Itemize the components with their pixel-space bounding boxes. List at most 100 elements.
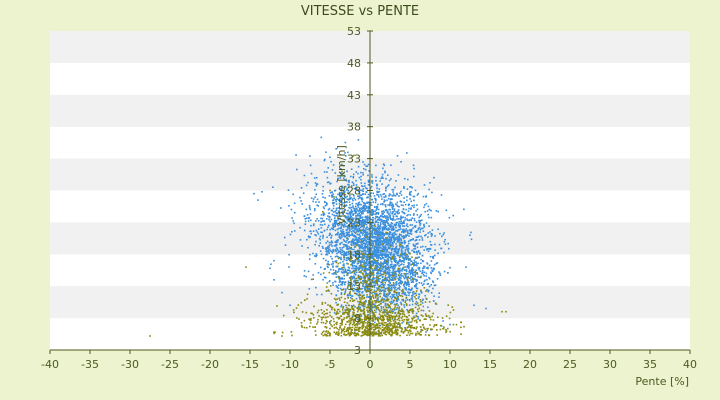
data-point: [424, 313, 427, 315]
data-point: [401, 245, 403, 248]
data-point: [406, 278, 409, 281]
data-point: [403, 276, 405, 279]
data-point: [403, 240, 406, 243]
data-point: [392, 284, 395, 287]
data-point: [365, 260, 368, 263]
data-point: [389, 241, 392, 243]
data-point: [400, 215, 402, 218]
data-point: [354, 225, 357, 228]
data-point: [361, 296, 363, 299]
data-point: [341, 277, 343, 279]
data-point: [338, 277, 340, 279]
data-point: [350, 279, 352, 281]
data-point: [363, 259, 365, 262]
data-point: [314, 263, 317, 265]
data-point: [385, 325, 387, 328]
data-point: [353, 253, 355, 256]
data-point: [372, 276, 375, 278]
data-point: [395, 211, 397, 213]
data-point: [319, 223, 322, 226]
data-point: [353, 221, 355, 223]
data-point: [410, 219, 413, 222]
data-point: [409, 326, 411, 328]
data-point: [320, 217, 322, 220]
data-point: [361, 217, 364, 219]
data-point: [354, 245, 357, 248]
data-point: [386, 218, 388, 221]
data-point: [395, 284, 397, 286]
data-point: [366, 269, 369, 271]
data-point: [396, 296, 399, 299]
data-point: [415, 256, 417, 259]
data-point: [359, 220, 362, 223]
data-point: [404, 327, 407, 329]
data-point: [364, 301, 366, 303]
data-point: [372, 271, 375, 274]
data-point: [315, 184, 318, 187]
data-point: [403, 220, 405, 222]
data-point: [325, 312, 327, 315]
data-point: [343, 263, 345, 265]
data-point: [354, 269, 357, 272]
data-point: [412, 273, 414, 276]
data-point: [378, 256, 380, 258]
data-point: [359, 209, 362, 212]
data-point: [398, 278, 401, 281]
data-point: [443, 251, 445, 254]
data-point: [352, 313, 354, 316]
data-point: [389, 263, 392, 266]
data-point: [334, 172, 337, 174]
data-point: [399, 200, 402, 203]
data-point: [405, 304, 408, 307]
data-point: [427, 232, 429, 234]
data-point: [303, 229, 306, 232]
data-point: [360, 238, 362, 241]
data-point: [338, 211, 340, 214]
data-point: [374, 210, 376, 213]
data-point: [387, 239, 389, 242]
data-point: [390, 300, 393, 303]
data-point: [362, 211, 364, 213]
data-point: [357, 256, 360, 259]
data-point: [383, 324, 385, 326]
data-point: [331, 250, 333, 253]
data-point: [344, 235, 346, 238]
data-point: [383, 290, 385, 293]
data-point: [387, 294, 389, 297]
data-point: [329, 322, 331, 324]
data-point: [354, 209, 357, 211]
data-point: [339, 278, 342, 280]
data-point: [383, 193, 385, 195]
data-point: [397, 310, 400, 313]
data-point: [432, 287, 434, 290]
data-point: [430, 292, 433, 294]
data-point: [386, 316, 389, 318]
data-point: [370, 305, 373, 308]
data-point: [335, 233, 338, 235]
data-point: [391, 263, 393, 265]
data-point: [293, 222, 295, 225]
data-point: [366, 268, 368, 270]
data-point: [353, 208, 356, 211]
data-point: [335, 148, 337, 150]
data-point: [370, 250, 372, 252]
data-point: [401, 263, 403, 265]
data-point: [352, 177, 355, 179]
data-point: [389, 225, 392, 227]
data-point: [364, 333, 366, 335]
data-point: [383, 289, 386, 292]
data-point: [317, 220, 320, 222]
data-point: [374, 228, 377, 231]
data-point: [427, 267, 429, 270]
data-point: [350, 258, 352, 261]
data-point: [399, 269, 402, 272]
data-point: [293, 211, 296, 214]
data-point: [353, 324, 356, 327]
data-point: [341, 278, 344, 280]
data-point: [363, 263, 365, 265]
data-point: [430, 328, 432, 330]
data-point: [351, 307, 353, 309]
data-point: [276, 305, 278, 307]
data-point: [373, 255, 376, 258]
data-point: [355, 187, 358, 190]
